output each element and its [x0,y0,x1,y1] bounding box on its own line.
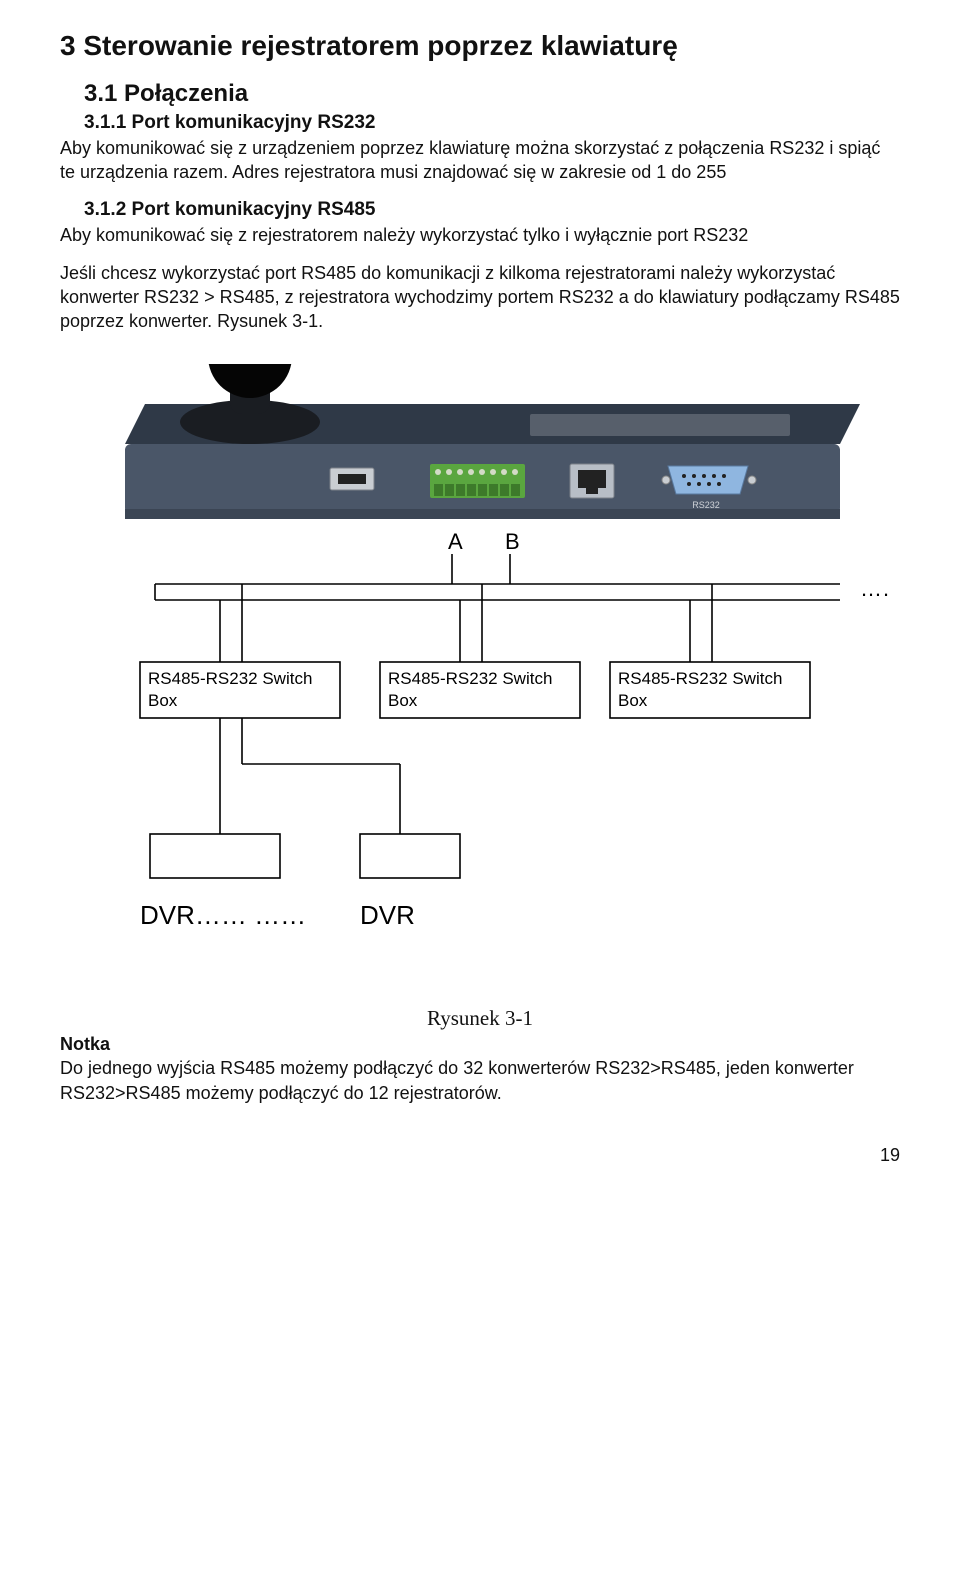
terminal-label-b: B [505,529,520,554]
switch-box-2-line2: Box [388,691,418,710]
bus-ellipsis: …… [860,576,890,601]
note-text: Do jednego wyjścia RS485 możemy podłączy… [60,1058,854,1102]
heading-section: 3.1 Połączenia [84,80,900,108]
figure-3-1: RS232 A B …… RS485-RS232 Switch Box RS48… [60,364,900,984]
heading-chapter: 3 Sterowanie rejestratorem poprzez klawi… [60,30,900,62]
switch-box-3-line2: Box [618,691,648,710]
switch-box-3-line1: RS485-RS232 Switch [618,669,782,688]
dvr-label-left: DVR…… …… [140,900,306,930]
svg-text:RS232: RS232 [692,500,720,510]
paragraph-3: Jeśli chcesz wykorzystać port RS485 do k… [60,261,900,334]
switch-box-1-line2: Box [148,691,178,710]
switch-box-2-line1: RS485-RS232 Switch [388,669,552,688]
note-block: Notka Do jednego wyjścia RS485 możemy po… [60,1032,900,1105]
heading-subsection-1: 3.1.1 Port komunikacyjny RS232 [84,112,900,134]
paragraph-2: Aby komunikować się z rejestratorem nale… [60,223,900,247]
heading-subsection-2: 3.1.2 Port komunikacyjny RS485 [84,199,900,221]
note-label: Notka [60,1034,110,1054]
terminal-label-a: A [448,529,463,554]
page-number: 19 [60,1145,900,1166]
paragraph-1: Aby komunikować się z urządzeniem poprze… [60,136,900,185]
dvr-label-right: DVR [360,900,415,930]
figure-caption: Rysunek 3-1 [60,1004,900,1032]
switch-box-1-line1: RS485-RS232 Switch [148,669,312,688]
device-illustration: RS232 [125,364,860,519]
